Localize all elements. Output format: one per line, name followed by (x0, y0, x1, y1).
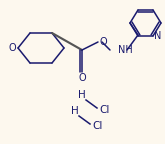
Text: H: H (78, 90, 86, 100)
Text: Cl: Cl (99, 105, 109, 115)
Text: O: O (78, 73, 86, 83)
Text: H: H (71, 106, 79, 116)
Text: O: O (8, 43, 16, 53)
Text: NH: NH (118, 45, 133, 55)
Text: Cl: Cl (92, 121, 102, 131)
Text: O: O (99, 37, 107, 47)
Text: N: N (154, 31, 161, 41)
